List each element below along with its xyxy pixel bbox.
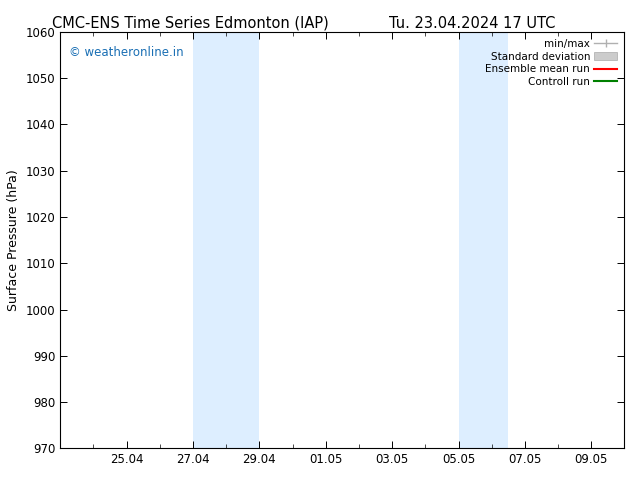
Y-axis label: Surface Pressure (hPa): Surface Pressure (hPa): [7, 169, 20, 311]
Text: © weatheronline.in: © weatheronline.in: [68, 47, 183, 59]
Bar: [193, 32, 259, 448]
Text: Tu. 23.04.2024 17 UTC: Tu. 23.04.2024 17 UTC: [389, 16, 555, 31]
Bar: [458, 32, 508, 448]
Text: CMC-ENS Time Series Edmonton (IAP): CMC-ENS Time Series Edmonton (IAP): [52, 16, 328, 31]
Legend: min/max, Standard deviation, Ensemble mean run, Controll run: min/max, Standard deviation, Ensemble me…: [483, 37, 619, 89]
